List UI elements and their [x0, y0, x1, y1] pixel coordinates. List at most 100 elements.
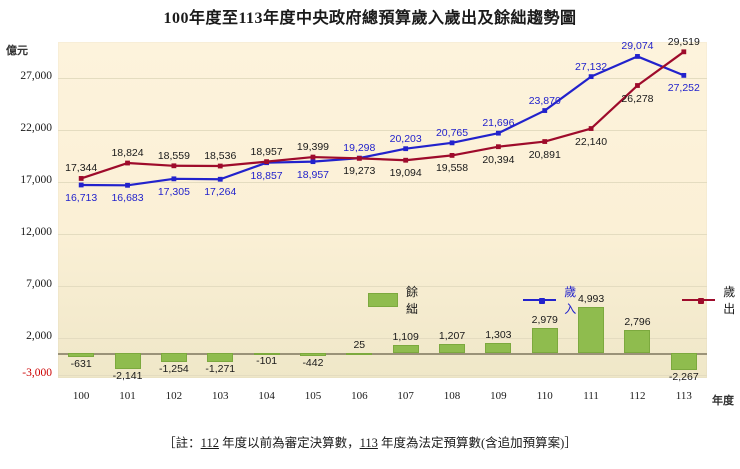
point-label-revenue-106: 19,298 [343, 142, 376, 155]
point-label-expenditure-100: 17,344 [65, 162, 98, 175]
gridline-5 [58, 338, 707, 339]
y-axis-tick-3: 12,000 [20, 226, 52, 238]
bar-label-109: 1,303 [485, 329, 512, 342]
gridline-1 [58, 130, 707, 131]
bar-surplus-104 [253, 352, 280, 355]
bar-label-100: -631 [70, 358, 92, 371]
y-axis-tick-6: -3,000 [22, 367, 52, 379]
line-series-svg [78, 49, 687, 188]
footnote-year-113: 113 [359, 436, 378, 450]
bar-label-110: 2,979 [531, 313, 558, 326]
point-label-revenue-107: 20,203 [389, 132, 422, 145]
marker-expenditure-113 [681, 49, 687, 55]
bar-surplus-105 [299, 352, 326, 357]
point-label-revenue-103: 17,264 [204, 186, 237, 199]
y-axis-unit-label: 億元 [6, 45, 28, 57]
legend-line-revenue-icon [523, 298, 557, 304]
line-revenue [81, 55, 685, 187]
marker-expenditure-109 [495, 144, 501, 150]
bar-label-113: -2,267 [668, 370, 699, 383]
marker-expenditure-104 [264, 159, 270, 165]
bar-surplus-102 [160, 352, 187, 363]
marker-revenue-103 [217, 176, 223, 182]
point-label-expenditure-108: 19,558 [435, 162, 469, 175]
x-axis-tick-101: 101 [119, 390, 136, 402]
line-expenditure [80, 50, 685, 180]
bar-label-105: -442 [302, 357, 324, 370]
y-axis-tick-5: 2,000 [26, 330, 52, 342]
marker-expenditure-105 [310, 154, 316, 160]
marker-revenue-109 [495, 130, 501, 136]
gridline-4 [58, 286, 707, 287]
bar-surplus-111 [578, 306, 605, 353]
bar-label-104: -101 [256, 355, 278, 368]
bar-label-106: 25 [353, 338, 366, 351]
bar-label-102: -1,254 [159, 363, 189, 376]
point-label-revenue-109: 21,696 [482, 117, 515, 130]
chart-footnote: ［註：112 年度以前為審定決算數，113 年度為法定預算數(含追加預算案)］ [0, 432, 740, 451]
point-label-expenditure-109: 20,394 [482, 153, 515, 166]
marker-revenue-105 [310, 159, 316, 165]
marker-expenditure-110 [542, 139, 548, 144]
marker-revenue-100 [78, 182, 84, 188]
x-axis-tick-109: 109 [490, 390, 507, 402]
x-axis-tick-103: 103 [212, 390, 229, 402]
point-label-revenue-112: 29,074 [621, 40, 654, 53]
point-label-expenditure-101: 18,824 [111, 147, 144, 160]
point-label-revenue-113: 27,252 [667, 82, 700, 95]
point-label-expenditure-107: 19,094 [389, 167, 422, 180]
gridline-3 [58, 234, 707, 235]
x-axis-tick-105: 105 [304, 390, 322, 402]
legend-line-expenditure-icon [682, 298, 716, 304]
x-axis-tick-100: 100 [72, 390, 90, 402]
legend-item-expenditure: 歲 出 [682, 283, 740, 317]
marker-expenditure-101 [125, 160, 130, 166]
point-label-revenue-101: 16,683 [111, 192, 144, 205]
point-label-revenue-108: 20,765 [435, 126, 469, 139]
bar-label-103: -1,271 [205, 363, 236, 376]
bar-label-108: 1,207 [438, 329, 466, 342]
bar-label-107: 1,109 [392, 330, 419, 343]
plot-area: -631 -2,141 -1,254 -1,271 -101 -442 25 1,109 1,2… [58, 36, 735, 383]
marker-expenditure-112 [635, 83, 640, 88]
x-axis-tick-106: 106 [351, 390, 368, 402]
marker-revenue-111 [588, 74, 594, 80]
gridline-6 [58, 375, 707, 376]
legend-item-revenue: 歲 入 [523, 283, 634, 317]
point-label-expenditure-112: 26,278 [621, 92, 654, 105]
bar-surplus-110 [531, 327, 558, 353]
y-axis-tick-2: 17,000 [20, 174, 52, 186]
x-axis-tick-107: 107 [397, 390, 414, 402]
point-label-expenditure-110: 20,891 [528, 148, 561, 161]
marker-expenditure-107 [403, 157, 409, 163]
x-axis-tick-110: 110 [536, 390, 553, 402]
x-axis-tick-108: 108 [443, 390, 461, 402]
bar-label-101: -2,141 [112, 369, 143, 382]
marker-revenue-101 [125, 182, 130, 188]
marker-revenue-102 [171, 176, 177, 182]
chart-legend: 餘 絀 歲 入 歲 出 [368, 285, 740, 316]
point-label-revenue-110: 23,870 [528, 94, 561, 107]
y-axis-tick-1: 22,000 [20, 122, 52, 134]
point-label-expenditure-106: 19,273 [343, 165, 376, 178]
x-axis-tick-113: 113 [675, 390, 692, 402]
legend-label-expenditure: 歲 出 [723, 285, 740, 316]
bar-surplus-106 [346, 352, 373, 355]
bar-surplus-101 [114, 352, 141, 369]
marker-expenditure-108 [449, 152, 455, 158]
marker-expenditure-102 [171, 163, 177, 169]
x-axis-tick-102: 102 [165, 390, 183, 402]
bar-surplus-113 [670, 352, 697, 370]
x-axis-tick-104: 104 [258, 390, 275, 402]
bar-surplus-107 [392, 344, 419, 353]
bar-label-112: 2,796 [624, 315, 651, 328]
marker-expenditure-106 [356, 155, 362, 161]
bar-surplus-112 [624, 329, 651, 353]
marker-expenditure-103 [217, 163, 223, 169]
marker-revenue-110 [542, 108, 548, 113]
point-label-expenditure-113: 29,519 [667, 35, 700, 48]
legend-item-surplus: 餘 絀 [368, 283, 475, 317]
marker-revenue-107 [403, 146, 409, 152]
footnote-open: ［註： [163, 436, 201, 450]
